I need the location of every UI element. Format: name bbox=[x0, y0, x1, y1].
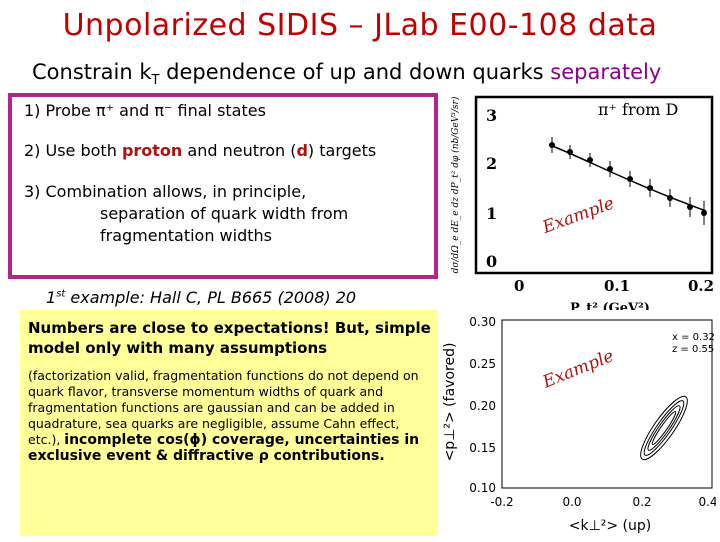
plot2-y-tick-015: 0.15 bbox=[469, 441, 496, 455]
plot2-y-tick-010: 0.10 bbox=[469, 481, 496, 495]
point-1-and: and bbox=[114, 101, 155, 120]
pi-plus-symbol: π⁺ bbox=[95, 101, 115, 120]
proton-word: proton bbox=[121, 141, 183, 160]
plot1-x-tick-01: 0.1 bbox=[604, 277, 630, 295]
plot1-y-tick-1: 1 bbox=[486, 204, 497, 223]
plot2-x-tick-m02: -0.2 bbox=[490, 495, 513, 509]
point-3-line-1: 3) Combination allows, in principle, bbox=[24, 182, 307, 201]
subtitle-prefix: Constrain k bbox=[32, 60, 152, 84]
point-1-prefix: 1) Probe bbox=[24, 101, 96, 120]
deuteron-letter: d bbox=[296, 141, 308, 160]
note-details-text: (factorization valid, fragmentation func… bbox=[28, 368, 419, 447]
cross-section-svg: dσ/dΩ_e dE_e dz dP_t² dφ (nb/GeV³/sr) 3 … bbox=[450, 95, 714, 295]
point-3-line-3: fragmentation widths bbox=[100, 226, 272, 245]
contour-plot: <p⊥²> (favored) 0.30 0.25 0.20 0.15 0.10… bbox=[440, 310, 718, 538]
subtitle-middle: dependence of up and down quarks bbox=[159, 60, 551, 84]
contour-svg: <p⊥²> (favored) 0.30 0.25 0.20 0.15 0.10… bbox=[442, 315, 718, 534]
plot1-label: π⁺ from D bbox=[598, 100, 678, 119]
plot2-y-label: <p⊥²> (favored) bbox=[442, 343, 458, 462]
point-2-suffix: ) targets bbox=[307, 141, 377, 160]
plot2-legend-x: x = 0.32 bbox=[672, 332, 715, 343]
plot1-y-tick-2: 2 bbox=[486, 154, 497, 173]
slide-title: Unpolarized SIDIS – JLab E00-108 data bbox=[62, 8, 658, 43]
point-1: 1) Probe π⁺ and π⁻ final states bbox=[24, 101, 266, 120]
plot2-legend-z: z = 0.55 bbox=[672, 344, 714, 355]
cross-section-plot: dσ/dΩ_e dE_e dz dP_t² dφ (nb/GeV³/sr) 3 … bbox=[440, 93, 716, 316]
note-bold-end: incomplete cos(ϕ) coverage, uncertaintie… bbox=[28, 432, 420, 464]
point-3: 3) Combination allows, in principle, sep… bbox=[24, 181, 424, 247]
example-citation: 1st example: Hall C, PL B665 (2008) 20 bbox=[46, 288, 356, 307]
plot1-y-tick-3: 3 bbox=[486, 106, 497, 125]
subtitle-highlight: separately bbox=[550, 60, 662, 84]
plot1-y-label: dσ/dΩ_e dE_e dz dP_t² dφ (nb/GeV³/sr) bbox=[450, 96, 461, 273]
plot2-x-tick-00: 0.0 bbox=[562, 495, 581, 509]
plot2-x-label: <k⊥²> (up) bbox=[569, 518, 652, 534]
example-number: 1 bbox=[46, 288, 57, 307]
plot1-x-tick-02: 0.2 bbox=[688, 277, 714, 295]
note-bold-intro: Numbers are close to expectations! But, … bbox=[28, 319, 431, 357]
plot1-fit-curve bbox=[549, 144, 707, 212]
point-2-middle: and neutron ( bbox=[182, 141, 297, 160]
pi-minus-symbol: π⁻ bbox=[154, 101, 173, 120]
point-3-line-2: separation of quark width from bbox=[100, 204, 349, 223]
subtitle: Constrain kT dependence of up and down q… bbox=[32, 60, 661, 88]
key-points-box: 1) Probe π⁺ and π⁻ final states 2) Use b… bbox=[8, 93, 438, 279]
plot2-frame bbox=[501, 319, 713, 489]
plot2-y-tick-030: 0.30 bbox=[469, 315, 496, 329]
point-2-prefix: 2) Use both bbox=[24, 141, 122, 160]
point-1-suffix: final states bbox=[172, 101, 266, 120]
point-2: 2) Use both proton and neutron (d) targe… bbox=[24, 141, 376, 160]
plot1-x-tick-0: 0 bbox=[514, 277, 524, 295]
plot2-x-tick-02: 0.2 bbox=[632, 495, 651, 509]
plot1-y-tick-0: 0 bbox=[486, 252, 497, 271]
plot2-y-tick-020: 0.20 bbox=[469, 399, 496, 413]
plot2-contours bbox=[640, 395, 688, 461]
example-ordinal: st bbox=[56, 288, 66, 300]
example-reference: example: Hall C, PL B665 (2008) 20 bbox=[65, 288, 357, 307]
note-details: (factorization valid, fragmentation func… bbox=[28, 368, 433, 464]
plot1-frame bbox=[474, 95, 714, 275]
plot2-y-tick-025: 0.25 bbox=[469, 357, 496, 371]
model-caveats-note: Numbers are close to expectations! But, … bbox=[20, 310, 438, 536]
plot2-x-tick-04: 0.4 bbox=[698, 495, 716, 509]
subtitle-subscript: T bbox=[151, 73, 160, 89]
plot1-data-points bbox=[549, 142, 707, 216]
